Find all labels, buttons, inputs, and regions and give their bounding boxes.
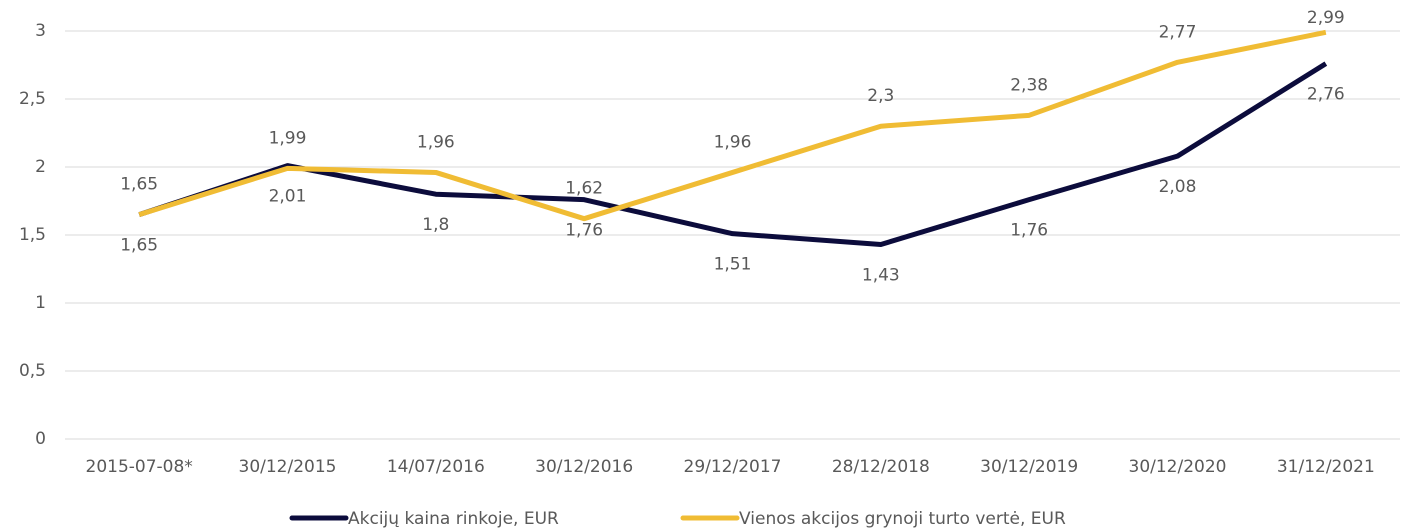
data-label: 2,77 xyxy=(1159,22,1197,42)
data-label: 2,38 xyxy=(1010,75,1048,95)
y-tick-label: 2 xyxy=(35,157,46,177)
x-tick-label: 30/12/2019 xyxy=(980,457,1078,477)
series-line xyxy=(138,29,1327,222)
x-tick-label: 30/12/2016 xyxy=(535,457,633,477)
y-tick-label: 1,5 xyxy=(19,225,46,245)
data-label: 1,62 xyxy=(565,179,603,199)
y-tick-label: 3 xyxy=(35,21,46,41)
x-tick-label: 31/12/2021 xyxy=(1277,457,1375,477)
x-tick-label: 30/12/2020 xyxy=(1129,457,1227,477)
data-label: 1,8 xyxy=(422,215,449,235)
data-label: 1,99 xyxy=(269,128,307,148)
data-label: 2,99 xyxy=(1307,8,1345,28)
data-label: 1,76 xyxy=(565,221,603,241)
x-tick-label: 29/12/2017 xyxy=(684,457,782,477)
x-tick-label: 2015-07-08* xyxy=(86,457,193,477)
data-label: 1,96 xyxy=(417,132,455,152)
x-tick-label: 30/12/2015 xyxy=(239,457,337,477)
legend-label: Akcijų kaina rinkoje, EUR xyxy=(348,509,559,529)
data-label: 2,01 xyxy=(269,187,307,207)
y-tick-label: 2,5 xyxy=(19,89,46,109)
y-tick-label: 1 xyxy=(35,293,46,313)
y-tick-label: 0,5 xyxy=(19,361,46,381)
data-label: 2,76 xyxy=(1307,85,1345,105)
data-label: 1,43 xyxy=(862,266,900,286)
data-label: 1,65 xyxy=(120,236,158,256)
x-tick-label: 28/12/2018 xyxy=(832,457,930,477)
y-tick-label: 0 xyxy=(35,429,46,449)
series-line xyxy=(138,61,1328,248)
legend-label: Vienos akcijos grynoji turto vertė, EUR xyxy=(739,509,1066,529)
x-tick-label: 14/07/2016 xyxy=(387,457,485,477)
data-label: 1,51 xyxy=(714,255,752,275)
data-label: 1,65 xyxy=(120,175,158,195)
data-label: 2,08 xyxy=(1159,177,1197,197)
data-label: 1,96 xyxy=(714,132,752,152)
data-label: 2,3 xyxy=(867,86,894,106)
data-label: 1,76 xyxy=(1010,221,1048,241)
